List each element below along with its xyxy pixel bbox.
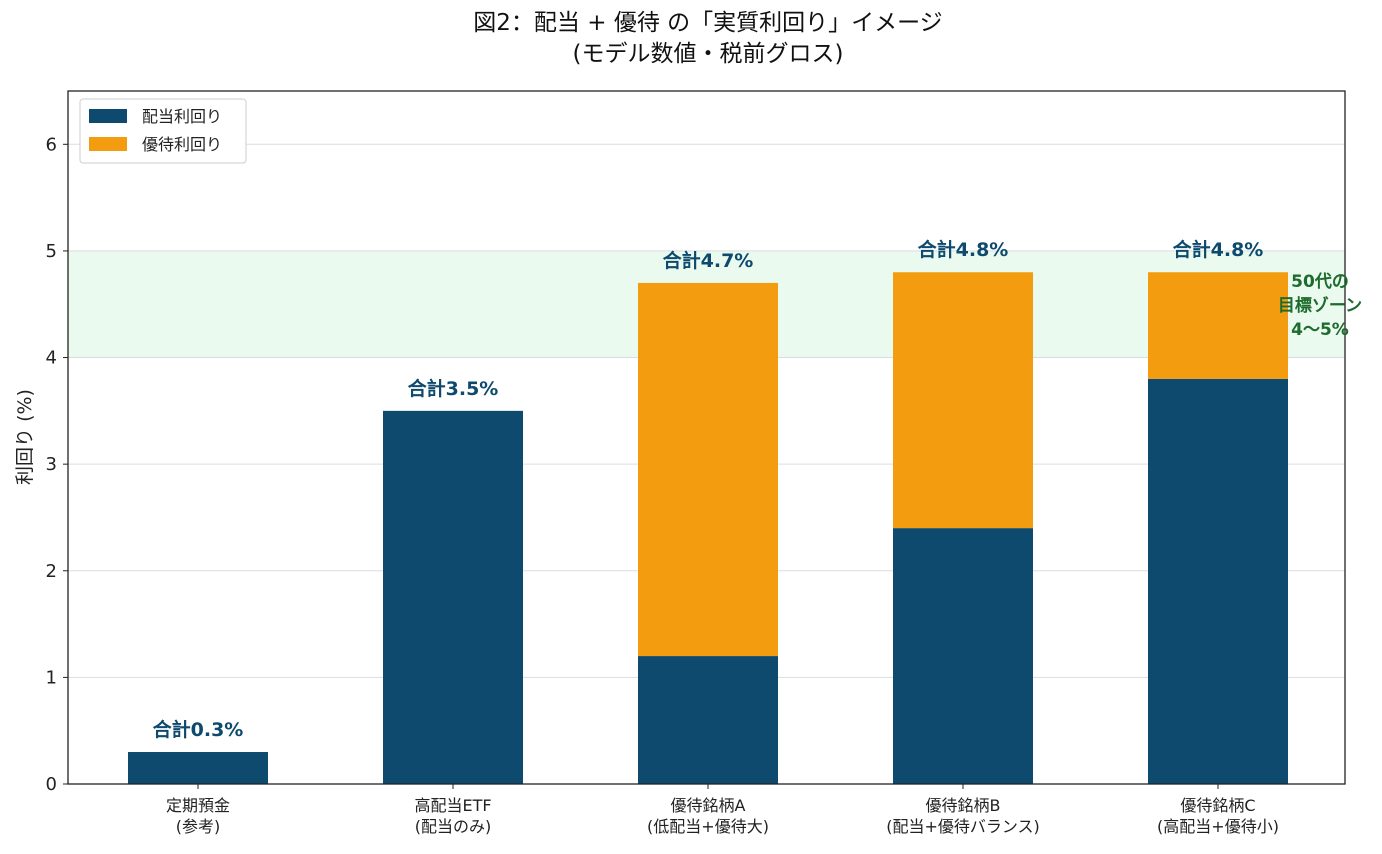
total-label: 合計3.5%	[408, 377, 499, 400]
y-tick-label: 6	[46, 134, 57, 155]
x-tick-label: 高配当ETF	[414, 796, 491, 815]
x-tick-label: (配当+優待バランス)	[886, 817, 1040, 836]
chart-subtitle: (モデル数値・税前グロス)	[573, 41, 844, 67]
total-label: 合計4.8%	[1173, 238, 1264, 261]
bar-dividend	[383, 410, 523, 784]
legend-label: 配当利回り	[142, 107, 222, 126]
y-tick-label: 4	[46, 348, 57, 369]
legend-swatch	[89, 109, 127, 123]
x-tick-label: 優待銘柄B	[926, 796, 1001, 815]
x-tick-label: (配当のみ)	[415, 817, 492, 836]
y-tick-label: 5	[46, 241, 57, 262]
bar-dividend	[638, 656, 778, 784]
y-tick-label: 2	[46, 561, 57, 582]
target-zone-label: 目標ゾーン	[1278, 295, 1362, 316]
y-tick-label: 0	[46, 774, 57, 795]
target-zone-label: 50代の	[1291, 271, 1349, 292]
bar-benefit	[1148, 272, 1288, 379]
x-tick-label: (高配当+優待小)	[1157, 817, 1279, 836]
y-tick-label: 1	[46, 667, 57, 688]
target-zone-label: 4〜5%	[1291, 320, 1349, 340]
bar-dividend	[893, 528, 1033, 784]
x-tick-label: 優待銘柄C	[1180, 796, 1255, 815]
legend-swatch	[89, 137, 127, 151]
y-axis-label: 利回り (%)	[14, 389, 36, 485]
total-label: 合計0.3%	[153, 718, 244, 741]
x-tick-label: 定期預金	[166, 796, 230, 815]
bar-benefit	[638, 282, 778, 657]
x-tick-label: (参考)	[176, 817, 221, 836]
legend-label: 優待利回り	[142, 135, 222, 154]
y-tick-label: 3	[46, 454, 57, 475]
x-tick-label: 優待銘柄A	[671, 796, 746, 815]
bar-dividend	[1148, 378, 1288, 784]
x-tick-label: (低配当+優待大)	[647, 817, 769, 836]
plot-area: 合計0.3% 定期預金 (参考) 合計3.5% 高配当ETF (配当のみ) 合計4.7% 優待…	[46, 90, 1362, 836]
plot-frame	[67, 90, 1346, 785]
bar-benefit	[893, 272, 1033, 529]
total-label: 合計4.7%	[663, 249, 754, 272]
total-label: 合計4.8%	[918, 238, 1009, 261]
bar-dividend	[128, 752, 268, 784]
chart-title: 図2：配当 + 優待 の「実質利回り」イメージ	[473, 10, 942, 36]
